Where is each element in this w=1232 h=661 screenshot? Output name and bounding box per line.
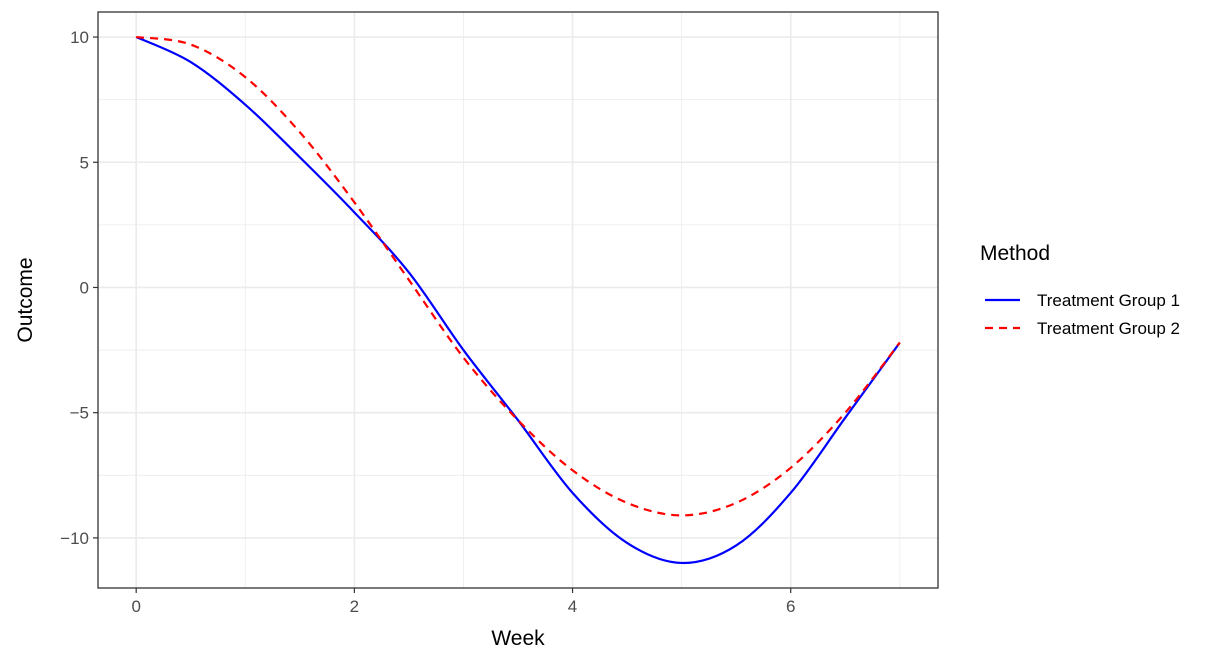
y-tick-label: −5 <box>70 404 89 423</box>
x-tick-label: 0 <box>131 597 140 616</box>
legend-label-2: Treatment Group 2 <box>1037 319 1180 338</box>
panel-border <box>97 11 939 589</box>
x-tick-label: 4 <box>568 597 577 616</box>
series-line-1 <box>135 36 901 565</box>
y-tick-label: −10 <box>60 529 89 548</box>
axis-ticks: 0 2 4 6 −10 −5 0 5 10 <box>60 28 795 616</box>
y-axis-title: Outcome <box>14 257 37 342</box>
legend-items: Treatment Group 1 Treatment Group 2 <box>985 291 1180 338</box>
y-tick-label: 10 <box>70 28 89 47</box>
series-line-2 <box>136 35 901 517</box>
x-tick-label: 2 <box>350 597 359 616</box>
x-tick-label: 6 <box>786 597 795 616</box>
series-lines <box>135 35 901 565</box>
legend-label-1: Treatment Group 1 <box>1037 291 1180 310</box>
grid-lines <box>98 12 938 588</box>
x-axis-title: Week <box>491 627 545 650</box>
y-tick-label: 0 <box>80 278 89 297</box>
legend-title: Method <box>980 242 1050 265</box>
y-tick-label: 5 <box>80 153 89 172</box>
